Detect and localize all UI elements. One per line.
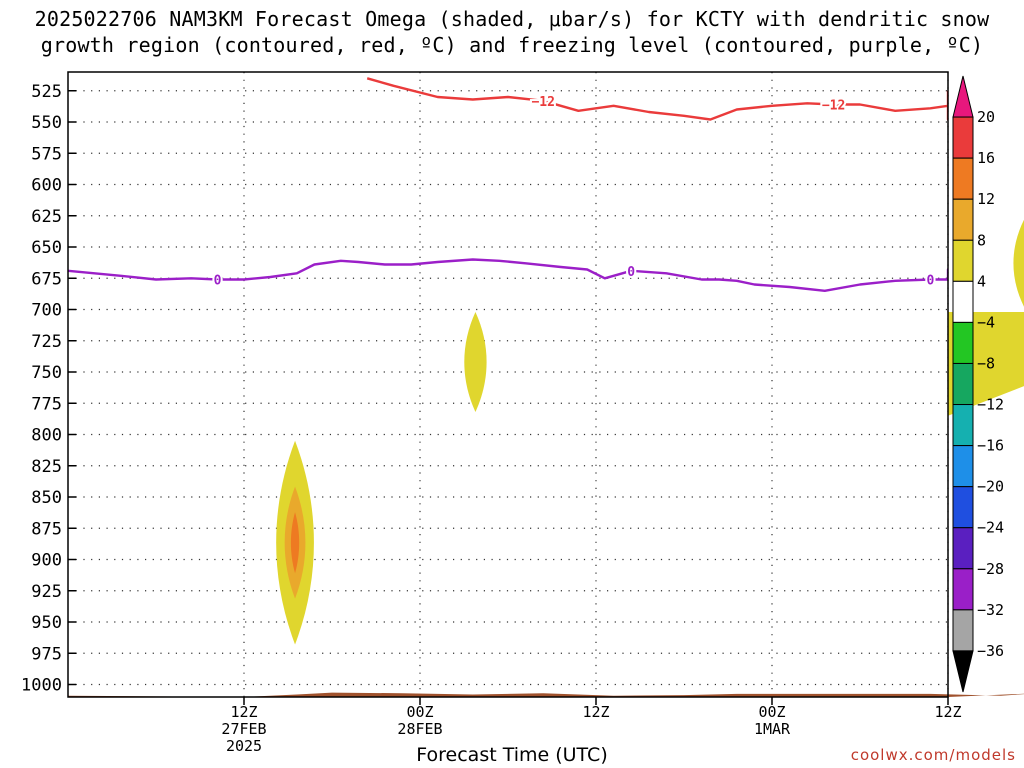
plot-background xyxy=(68,72,948,697)
colorbar-segment xyxy=(952,527,974,570)
x-tick-label: 12Z xyxy=(582,703,609,721)
colorbar: 20 16 12 8 4 −4 −8 −12 −16 −20 −24 −28 −32 −36 xyxy=(952,75,1004,693)
colorbar-label: −20 xyxy=(977,478,1004,496)
y-tick-label: 800 xyxy=(31,426,62,446)
x-tick-label: 28FEB xyxy=(397,720,442,738)
dgz-contour-label: −12 xyxy=(531,95,554,110)
freezing-level-contour-label: 0 xyxy=(926,274,934,289)
plot-frame xyxy=(67,71,949,698)
colorbar-label: −12 xyxy=(977,396,1004,414)
y-tick-label: 1000 xyxy=(21,676,62,696)
colorbar-label: 12 xyxy=(977,190,995,208)
y-tick-label: 775 xyxy=(31,394,62,414)
plot-border xyxy=(67,71,949,698)
y-tick-label: 950 xyxy=(31,613,62,633)
colorbar-label: −4 xyxy=(977,313,995,331)
freezing-level-contour-label: 0 xyxy=(214,274,222,289)
y-tick-label: 925 xyxy=(31,582,62,602)
omega-region-4 xyxy=(1013,219,1024,307)
colorbar-label: 20 xyxy=(977,108,995,126)
colorbar-label: 8 xyxy=(977,231,986,249)
colorbar-bottom-arrow xyxy=(952,650,974,693)
chart-title-line-1: 2025022706 NAM3KM Forecast Omega (shaded… xyxy=(34,7,990,31)
surface-terrain xyxy=(68,692,1024,697)
colorbar-label: −28 xyxy=(977,560,1004,578)
y-tick-label: 975 xyxy=(31,644,62,664)
colorbar-segment xyxy=(952,321,974,364)
x-tick-label: 1MAR xyxy=(754,720,791,738)
colorbar-segment xyxy=(952,157,974,200)
colorbar-segment xyxy=(952,568,974,611)
freezing-level-contour-label: 0 xyxy=(627,265,635,280)
credit-text: coolwx.com/models xyxy=(850,746,1016,764)
colorbar-label: −32 xyxy=(977,601,1004,619)
x-tick-label: 12Z xyxy=(934,703,961,721)
y-tick-label: 650 xyxy=(31,238,62,258)
y-tick-label: 875 xyxy=(31,519,62,539)
colorbar-segment xyxy=(952,280,974,323)
colorbar-segment xyxy=(952,239,974,282)
colorbar-label: 16 xyxy=(977,149,995,167)
colorbar-segment xyxy=(952,116,974,159)
x-tick-label: 00Z xyxy=(406,703,433,721)
y-tick-label: 525 xyxy=(31,82,62,102)
colorbar-label: −8 xyxy=(977,354,995,372)
y-tick-label: 625 xyxy=(31,207,62,227)
y-tick-label: 600 xyxy=(31,176,62,196)
y-tick-label: 900 xyxy=(31,551,62,571)
x-tick-label: 27FEB xyxy=(221,720,266,738)
x-axis-label: Forecast Time (UTC) xyxy=(416,744,608,766)
y-tick-label: 725 xyxy=(31,332,62,352)
y-tick-label: 825 xyxy=(31,457,62,477)
y-tick-label: 675 xyxy=(31,269,62,289)
freezing-level-contour xyxy=(68,258,948,292)
y-tick-label: 750 xyxy=(31,363,62,383)
y-tick-label: 575 xyxy=(31,144,62,164)
x-tick-label: 12Z xyxy=(230,703,257,721)
colorbar-segment xyxy=(952,486,974,529)
chart-title-line-2: growth region (contoured, red, ºC) and f… xyxy=(40,33,984,57)
colorbar-segment xyxy=(952,362,974,406)
omega-region-4 xyxy=(464,312,487,412)
colorbar-segment xyxy=(952,198,974,241)
contours: 0 0 0 −12 −12 xyxy=(68,77,948,292)
colorbar-label: −24 xyxy=(977,519,1004,537)
colorbar-label: −36 xyxy=(977,642,1004,660)
colorbar-segment xyxy=(952,445,974,488)
y-axis: 525 550 575 600 625 650 675 700 725 750 775 800 825 8… xyxy=(21,82,76,696)
y-tick-label: 850 xyxy=(31,488,62,508)
dgz-contour xyxy=(366,77,948,121)
y-tick-label: 700 xyxy=(31,301,62,321)
x-tick-label: 2025 xyxy=(226,737,262,755)
colorbar-top-arrow xyxy=(952,75,974,118)
dgz-contour-label: −12 xyxy=(822,99,845,114)
plot-area xyxy=(68,72,948,697)
x-tick-label: 00Z xyxy=(758,703,785,721)
colorbar-segment xyxy=(952,404,974,447)
terrain-band xyxy=(68,692,1024,697)
colorbar-label: 4 xyxy=(977,272,986,290)
colorbar-segment xyxy=(952,609,974,652)
y-tick-label: 550 xyxy=(31,113,62,133)
omega-region-12 xyxy=(290,512,300,574)
colorbar-label: −16 xyxy=(977,437,1004,455)
